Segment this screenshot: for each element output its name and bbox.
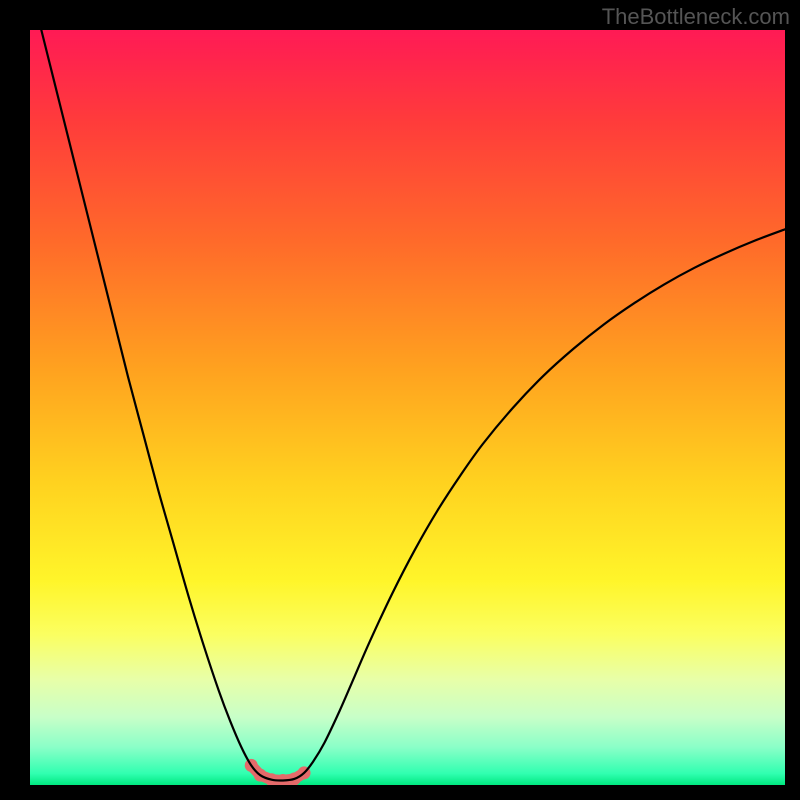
watermark-text: TheBottleneck.com xyxy=(602,4,790,30)
chart-svg xyxy=(0,0,800,800)
bottleneck-curve xyxy=(41,30,785,781)
